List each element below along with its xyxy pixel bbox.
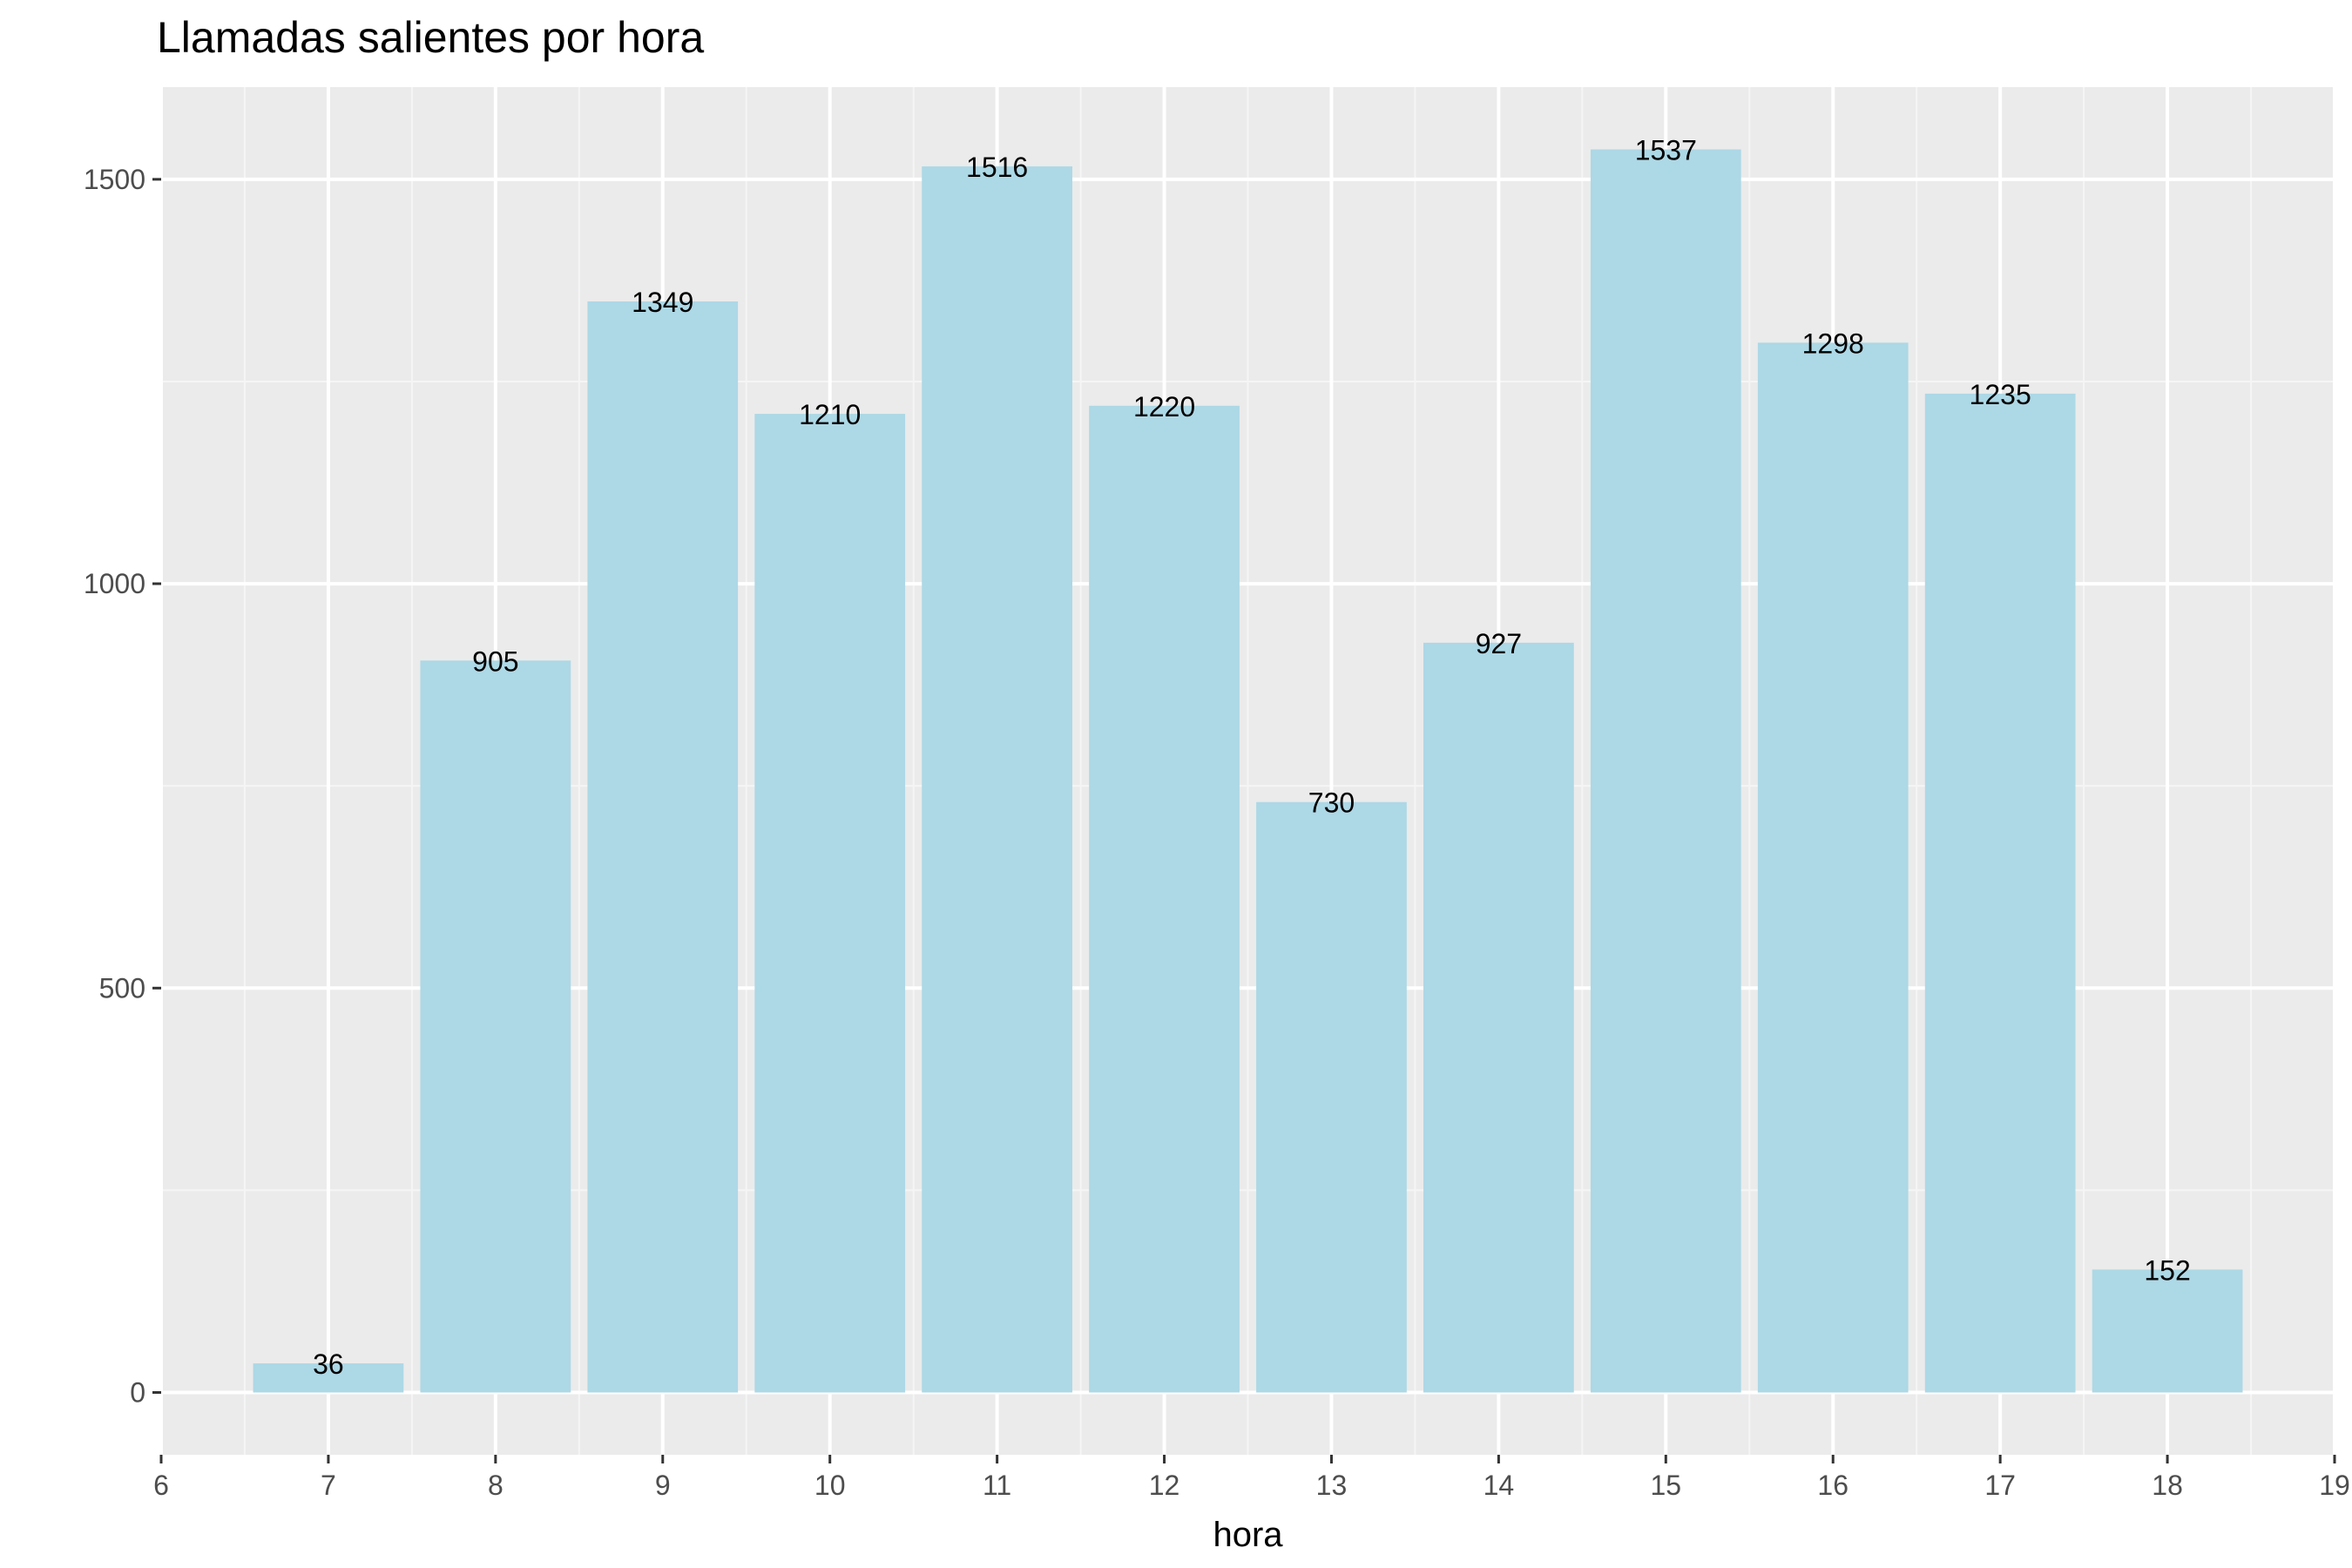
x-tick-label: 14 [1484,1470,1515,1501]
x-tick-label: 11 [983,1470,1011,1501]
x-tick-label: 18 [2152,1470,2183,1501]
bar [1590,149,1741,1393]
bars [253,149,2243,1393]
x-tick-label: 9 [655,1470,671,1501]
bar [1256,801,1407,1393]
bar-value-label: 1220 [1133,391,1195,422]
data-labels: 36 905 1349 1210 1516 1220 730 927 1537 1298 1235 1… [313,134,2191,1380]
bar-value-label: 927 [1476,628,1522,659]
bar-value-label: 1298 [1802,328,1864,359]
bar [420,660,571,1393]
bar-value-label: 1537 [1635,134,1697,166]
bar-value-label: 36 [313,1348,344,1380]
x-tick-label: 17 [1984,1470,2016,1501]
x-tick-label: 12 [1149,1470,1180,1501]
x-tick-label: 19 [2319,1470,2350,1501]
x-tick-label: 8 [488,1470,504,1501]
bar [1924,393,2076,1393]
x-tick-label: 10 [814,1470,846,1501]
x-tick-label: 13 [1316,1470,1348,1501]
bar [754,414,906,1393]
bar [1423,642,1574,1393]
bar [922,166,1072,1393]
bar [253,1363,404,1393]
bar-value-label: 1235 [1970,379,2031,410]
bar [1089,405,1240,1393]
bar [2092,1269,2243,1393]
chart-title: Llamadas salientes por hora [157,13,704,62]
x-axis-title: hora [1213,1516,1283,1554]
x-tick-label: 16 [1817,1470,1848,1501]
bar-value-label: 730 [1308,787,1355,819]
x-tick-label: 6 [153,1470,169,1501]
y-tick-label: 1500 [84,164,145,195]
y-tick-label: 500 [99,972,145,1004]
bar [1757,342,1909,1393]
bar-value-label: 152 [2144,1254,2190,1286]
bar-value-label: 905 [472,645,518,677]
bar-value-label: 1516 [966,152,1028,183]
bar [587,301,739,1393]
x-tick-label: 7 [321,1470,336,1501]
bar-value-label: 1210 [799,399,861,430]
bar-value-label: 1349 [632,287,693,318]
x-tick-label: 15 [1651,1470,1682,1501]
y-tick-label: 0 [130,1377,145,1409]
axes: 0 500 1000 1500 6 7 8 9 10 11 12 13 14 15 16 17 18 19 [84,164,2350,1501]
y-tick-label: 1000 [84,568,145,599]
